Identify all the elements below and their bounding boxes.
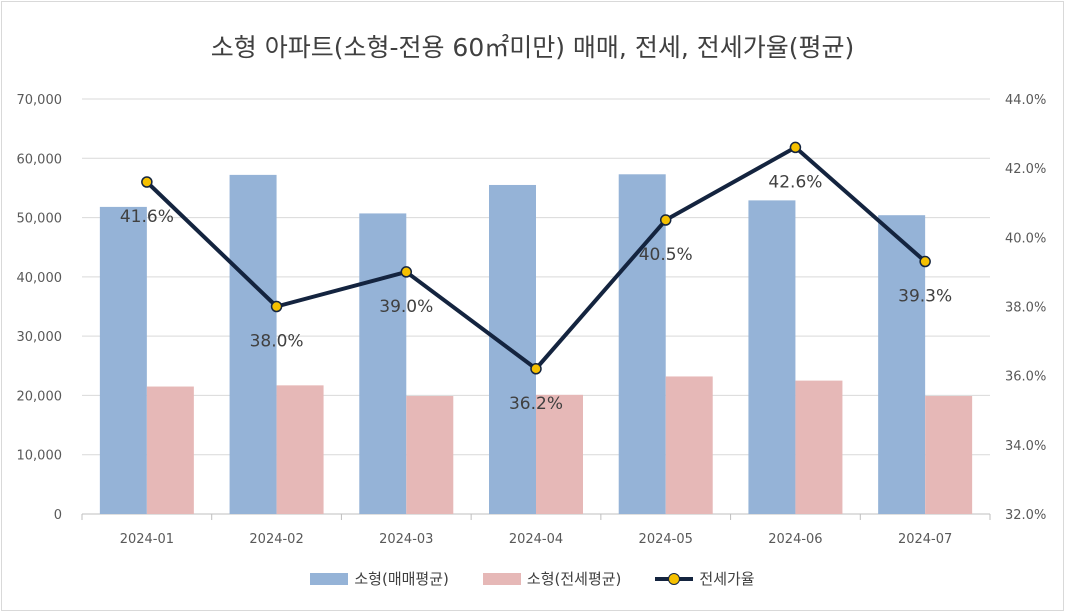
y-left-tick-label: 0: [54, 508, 62, 523]
x-tick-label: 2024-01: [120, 532, 174, 547]
legend-swatch-ratio: [655, 572, 694, 585]
ratio-data-label: 42.6%: [768, 172, 822, 192]
bar-sale: [359, 213, 407, 514]
legend-item-sale: 소형(매매평균): [310, 568, 449, 589]
y-left-tick-label: 40,000: [17, 271, 63, 286]
bar-jeonse: [536, 394, 583, 514]
legend-swatch-jeonse: [482, 572, 521, 585]
legend-item-ratio: 전세가율: [655, 568, 755, 589]
y-right-tick-label: 40.0%: [1005, 231, 1046, 246]
ratio-point: [270, 300, 283, 313]
bar-sale: [99, 206, 147, 514]
x-tick-label: 2024-06: [768, 532, 822, 547]
legend-label-jeonse: 소형(전세평균): [526, 570, 622, 588]
bar-jeonse: [406, 396, 454, 514]
ratio-point: [659, 214, 672, 226]
y-left-tick-label: 70,000: [17, 93, 63, 108]
y-right-tick-label: 44.0%: [1005, 93, 1046, 108]
bar-sale: [229, 174, 277, 514]
x-tick-label: 2024-03: [379, 532, 433, 547]
x-tick-label: 2024-04: [509, 532, 563, 547]
bar-jeonse: [795, 380, 843, 514]
ratio-data-label: 40.5%: [639, 245, 693, 265]
ratio-data-label: 36.2%: [509, 394, 563, 414]
y-right-tick-label: 32.0%: [1005, 508, 1046, 523]
bar-jeonse: [925, 396, 973, 514]
legend: 소형(매매평균) 소형(전세평균) 전세가율: [2, 568, 1063, 589]
y-right-tick-label: 34.0%: [1005, 439, 1046, 454]
ratio-data-label: 41.6%: [120, 207, 174, 227]
y-left-tick-label: 20,000: [17, 389, 63, 404]
x-tick-label: 2024-02: [249, 532, 303, 547]
ratio-point: [789, 141, 802, 154]
ratio-data-label: 38.0%: [250, 332, 304, 352]
y-left-tick-label: 50,000: [17, 212, 63, 227]
legend-label-ratio: 전세가율: [699, 570, 755, 588]
legend-label-sale: 소형(매매평균): [354, 570, 449, 588]
ratio-point: [141, 176, 153, 188]
bar-jeonse: [146, 386, 194, 514]
ratio-data-label: 39.3%: [898, 287, 952, 307]
y-right-tick-label: 38.0%: [1005, 301, 1046, 316]
x-tick-label: 2024-07: [898, 532, 952, 547]
bar-sale: [748, 200, 796, 514]
ratio-data-label: 39.0%: [379, 297, 433, 317]
chart-title: 소형 아파트(소형-전용 60㎡미만) 매매, 전세, 전세가율(평균): [210, 33, 855, 62]
y-right-tick-label: 42.0%: [1005, 162, 1046, 177]
bar-sale: [878, 215, 926, 514]
bar-jeonse: [665, 376, 713, 514]
y-right-tick-label: 36.0%: [1005, 370, 1046, 385]
ratio-point: [400, 266, 413, 278]
bar-jeonse: [276, 385, 324, 514]
y-left-tick-label: 60,000: [17, 152, 63, 167]
legend-item-jeonse: 소형(전세평균): [482, 568, 622, 589]
ratio-point: [919, 255, 931, 268]
ratio-point: [530, 363, 542, 375]
y-left-tick-label: 30,000: [17, 330, 63, 345]
x-tick-label: 2024-05: [639, 532, 693, 547]
legend-swatch-sale: [310, 572, 349, 585]
y-left-tick-label: 10,000: [17, 449, 63, 464]
